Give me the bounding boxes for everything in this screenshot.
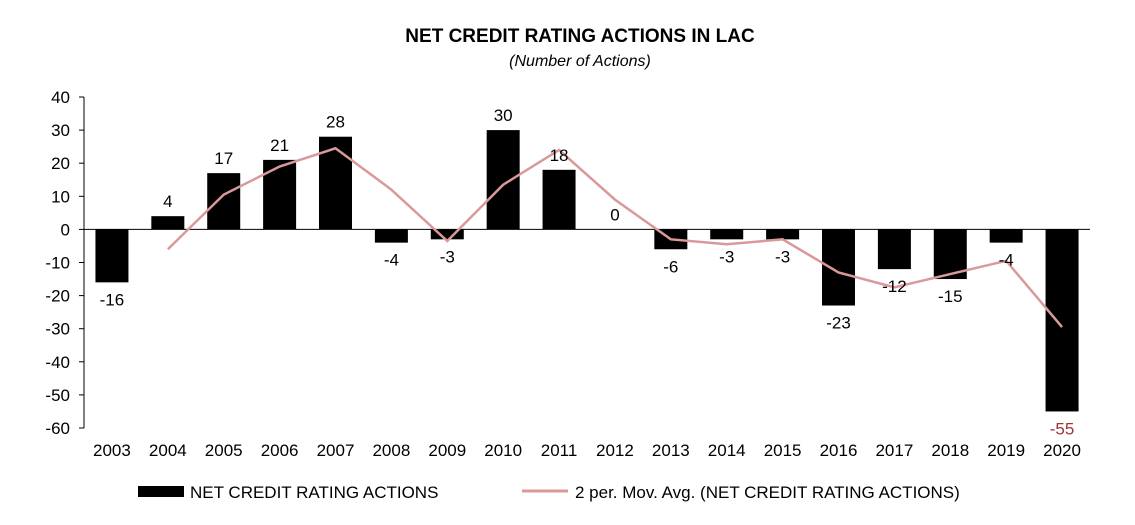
bar: [486, 130, 520, 230]
x-tick-label: 2019: [987, 441, 1025, 460]
bar: [263, 159, 297, 230]
bar: [430, 229, 464, 240]
x-tick-label: 2007: [317, 441, 355, 460]
y-tick-label: -30: [45, 320, 70, 339]
y-tick-label: 30: [51, 121, 70, 140]
y-tick-label: 10: [51, 187, 70, 206]
bar: [877, 229, 911, 270]
y-tick-label: -10: [45, 254, 70, 273]
chart-subtitle: (Number of Actions): [509, 53, 651, 70]
data-label: 30: [494, 106, 513, 125]
data-label: 0: [610, 205, 619, 224]
y-tick-label: -20: [45, 287, 70, 306]
x-tick-label: 2008: [372, 441, 410, 460]
bar: [710, 229, 744, 240]
x-tick-label: 2009: [428, 441, 466, 460]
bar: [989, 229, 1023, 243]
data-label: -12: [882, 277, 907, 296]
x-tick-label: 2005: [205, 441, 243, 460]
bar: [374, 229, 408, 243]
legend-swatch-bar: [138, 486, 184, 497]
y-tick-label: -50: [45, 386, 70, 405]
x-tick-label: 2010: [484, 441, 522, 460]
x-tick-label: 2017: [875, 441, 913, 460]
y-tick-label: -60: [45, 419, 70, 438]
data-label: -3: [775, 247, 790, 266]
legend-label-line: 2 per. Mov. Avg. (NET CREDIT RATING ACTI…: [575, 483, 960, 502]
x-tick-label: 2004: [149, 441, 187, 460]
data-label: -3: [440, 247, 455, 266]
x-tick-label: 2020: [1043, 441, 1081, 460]
data-label: -3: [719, 247, 734, 266]
bar: [542, 169, 576, 230]
y-tick-label: -40: [45, 353, 70, 372]
x-tick-label: 2003: [93, 441, 131, 460]
bar: [319, 136, 352, 230]
data-label: -55: [1050, 419, 1075, 438]
data-label: 4: [163, 192, 172, 211]
chart-title: NET CREDIT RATING ACTIONS IN LAC: [405, 26, 755, 47]
y-tick-label: 20: [51, 154, 70, 173]
data-label: -16: [100, 290, 125, 309]
bar: [1045, 229, 1079, 412]
legend-label-bar: NET CREDIT RATING ACTIONS: [190, 483, 438, 502]
data-label: -4: [384, 251, 399, 270]
y-tick-label: 0: [61, 220, 70, 239]
x-tick-label: 2006: [261, 441, 299, 460]
data-label: 28: [326, 113, 345, 132]
data-label: 18: [550, 146, 569, 165]
x-tick-label: 2016: [820, 441, 858, 460]
x-tick-label: 2018: [931, 441, 969, 460]
data-label: 17: [214, 149, 233, 168]
x-tick-label: 2014: [708, 441, 746, 460]
data-label: -15: [938, 287, 963, 306]
data-label: -4: [999, 251, 1014, 270]
bar: [207, 173, 241, 230]
bar: [95, 229, 129, 283]
data-label: 21: [270, 136, 289, 155]
data-label: -6: [663, 257, 678, 276]
moving-average-line: [166, 146, 1064, 328]
x-tick-label: 2013: [652, 441, 690, 460]
bar: [766, 229, 800, 240]
x-tick-label: 2012: [596, 441, 634, 460]
data-label: -23: [826, 314, 851, 333]
x-tick-label: 2015: [764, 441, 802, 460]
legend: NET CREDIT RATING ACTIONS 2 per. Mov. Av…: [138, 483, 960, 502]
bar: [822, 229, 855, 306]
y-tick-label: 40: [51, 88, 70, 107]
bar: [151, 216, 185, 230]
x-tick-label: 2011: [541, 441, 578, 460]
